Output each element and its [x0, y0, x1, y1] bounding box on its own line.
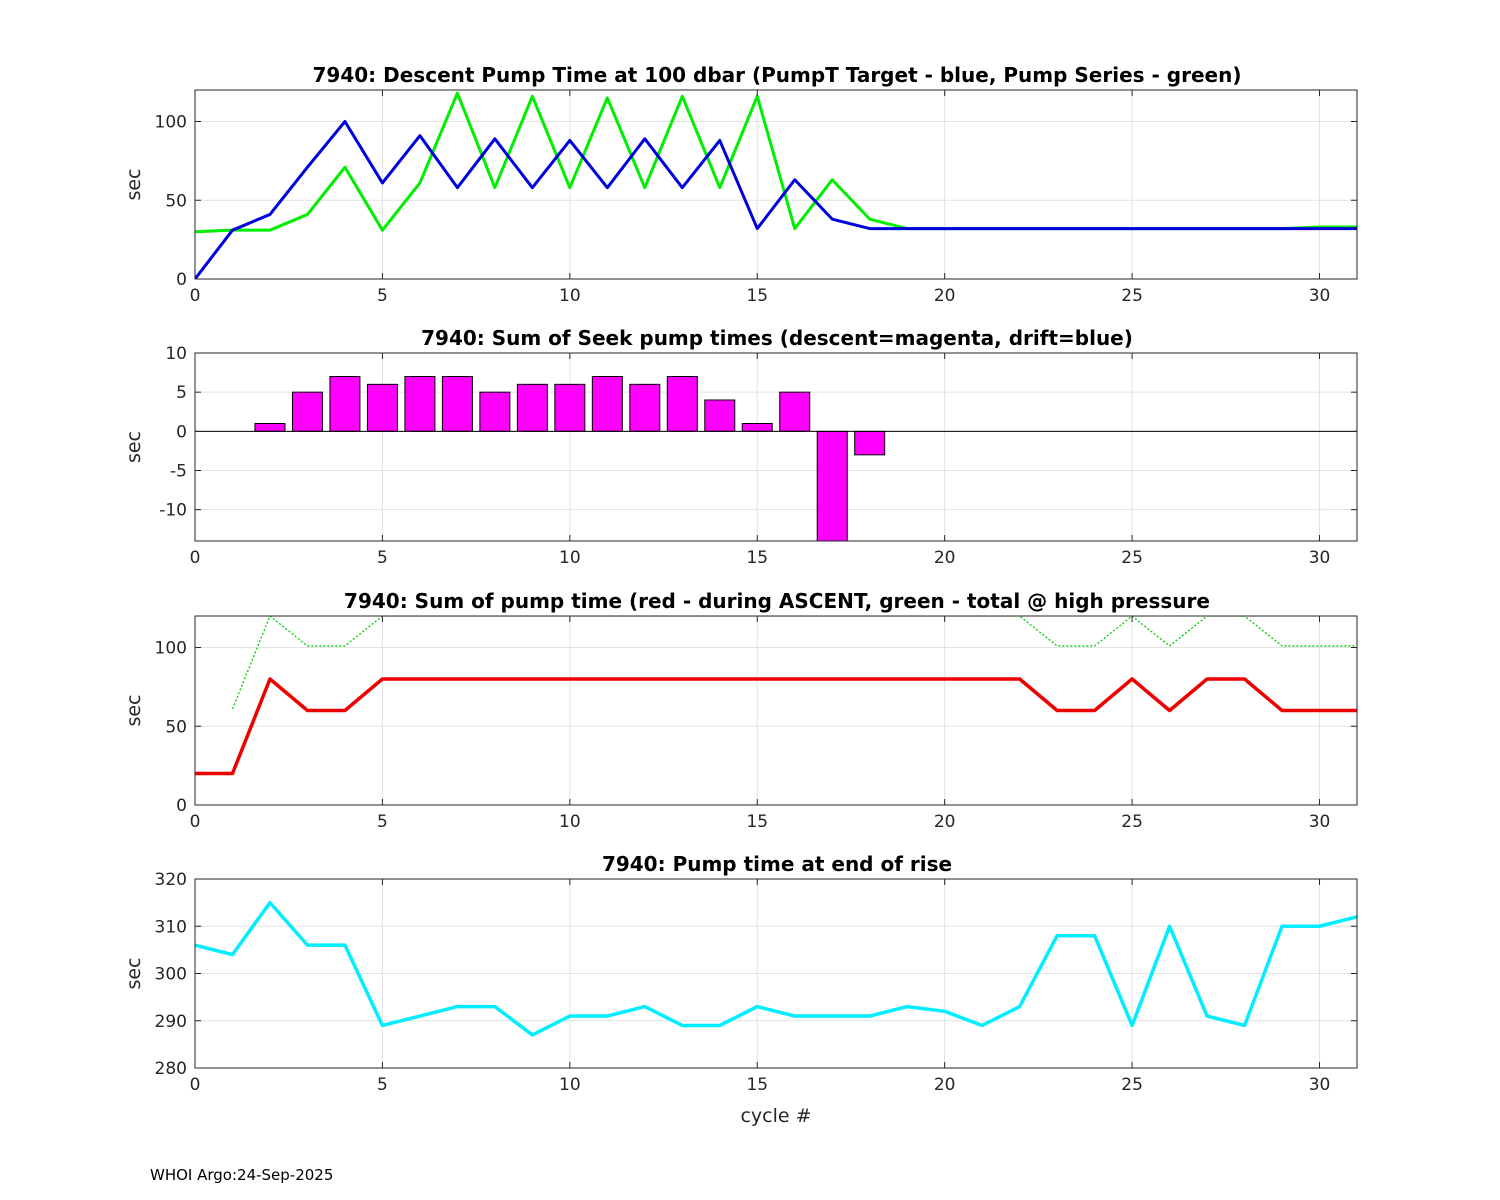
axes-frame — [194, 89, 1358, 280]
bar-cycle-16 — [779, 391, 811, 432]
x-tick-label: 5 — [377, 548, 388, 568]
series-line-2 — [195, 120, 1357, 279]
y-tick-label: 5 — [176, 383, 187, 403]
bar-cycle-5 — [366, 383, 398, 432]
y-tick-label: 10 — [165, 344, 187, 364]
x-tick-label: 15 — [746, 286, 768, 306]
chart-title: 7940: Sum of pump time (red - during ASC… — [344, 589, 1210, 613]
panel-3: 0 5 10 15 20 25 30 0 50 100 7940: Sum of pump time… — [123, 589, 1358, 832]
x-tick-label: 0 — [190, 1075, 201, 1095]
bar-cycle-17 — [816, 430, 848, 541]
bar-cycle-4 — [329, 376, 361, 432]
y-tick-label: 50 — [165, 717, 187, 737]
plot-area — [195, 616, 1357, 776]
y-tick-label: 280 — [155, 1059, 187, 1079]
y-tick-label: 100 — [155, 113, 187, 133]
bar-cycle-8 — [479, 391, 511, 432]
y-axis-label: sec — [123, 168, 145, 200]
chart-title: 7940: Sum of Seek pump times (descent=ma… — [421, 326, 1133, 350]
bar-cycle-18 — [854, 430, 886, 456]
panel-4: 0 5 10 15 20 25 30 280 290 300 310 320 7940: Pump ti… — [123, 852, 1358, 1127]
x-tick-label: 30 — [1309, 286, 1331, 306]
y-tick-label: -10 — [159, 501, 187, 521]
y-tick-label: 310 — [155, 917, 187, 937]
x-tick-label: 20 — [934, 286, 956, 306]
bar-cycle-6 — [404, 376, 436, 432]
y-axis-label: sec — [123, 431, 145, 463]
y-tick-label: 0 — [176, 796, 187, 816]
x-tick-label: 25 — [1121, 812, 1143, 832]
chart-title: 7940: Pump time at end of rise — [602, 852, 952, 876]
x-tick-label: 15 — [746, 812, 768, 832]
bar-cycle-10 — [554, 383, 586, 432]
bar-cycle-3 — [291, 391, 323, 432]
plot-area — [195, 91, 1357, 279]
x-tick-label: 20 — [934, 1075, 956, 1095]
x-tick-label: 5 — [377, 286, 388, 306]
x-tick-label: 30 — [1309, 1075, 1331, 1095]
x-tick-label: 0 — [190, 286, 201, 306]
bar-cycle-15 — [741, 423, 773, 432]
y-tick-label: 300 — [155, 965, 187, 985]
y-axis-label: sec — [123, 694, 145, 726]
y-tick-label: 0 — [176, 422, 187, 442]
axes-frame — [194, 615, 1358, 806]
y-tick-label: 0 — [176, 270, 187, 290]
x-tick-label: 10 — [559, 812, 581, 832]
panel-2: 0 5 10 15 20 25 30 -10 -5 0 5 10 7940: Sum of Seek p… — [123, 326, 1358, 568]
x-tick-label: 5 — [377, 812, 388, 832]
y-tick-label: 50 — [165, 191, 187, 211]
x-tick-label: 0 — [190, 812, 201, 832]
x-tick-label: 25 — [1121, 1075, 1143, 1095]
x-tick-label: 30 — [1309, 548, 1331, 568]
x-tick-label: 30 — [1309, 812, 1331, 832]
x-tick-label: 20 — [934, 812, 956, 832]
series-line-2 — [195, 677, 1357, 776]
chart-title: 7940: Descent Pump Time at 100 dbar (Pum… — [313, 63, 1242, 87]
bar-cycle-11 — [591, 376, 623, 432]
y-tick-label: 100 — [155, 639, 187, 659]
y-tick-label: 290 — [155, 1012, 187, 1032]
y-axis-label: sec — [123, 957, 145, 989]
bar-cycle-12 — [629, 383, 661, 432]
bar-cycle-13 — [666, 376, 698, 432]
x-tick-label: 15 — [746, 548, 768, 568]
footer-text: WHOI Argo:24-Sep-2025 — [150, 1166, 334, 1184]
x-tick-label: 10 — [559, 548, 581, 568]
y-tick-label: 320 — [155, 870, 187, 890]
x-tick-label: 5 — [377, 1075, 388, 1095]
bar-cycle-14 — [704, 399, 736, 432]
plot-area — [195, 900, 1357, 1037]
x-tick-label: 25 — [1121, 548, 1143, 568]
series-line-1 — [195, 900, 1357, 1037]
bar-cycle-7 — [441, 376, 473, 432]
y-tick-label: -5 — [170, 462, 187, 482]
x-tick-label: 20 — [934, 548, 956, 568]
x-tick-label: 10 — [559, 1075, 581, 1095]
x-tick-label: 0 — [190, 548, 201, 568]
x-tick-label: 15 — [746, 1075, 768, 1095]
x-tick-label: 10 — [559, 286, 581, 306]
panel-1: 0 5 10 15 20 25 30 0 50 100 7940: Descent Pump Tim… — [123, 63, 1358, 306]
x-tick-label: 25 — [1121, 286, 1143, 306]
bar-cycle-9 — [516, 383, 548, 432]
x-axis-label: cycle # — [740, 1105, 811, 1127]
axes-frame — [194, 352, 1358, 542]
series-line-1 — [231, 616, 1357, 710]
bar-cycle-2 — [254, 423, 286, 432]
